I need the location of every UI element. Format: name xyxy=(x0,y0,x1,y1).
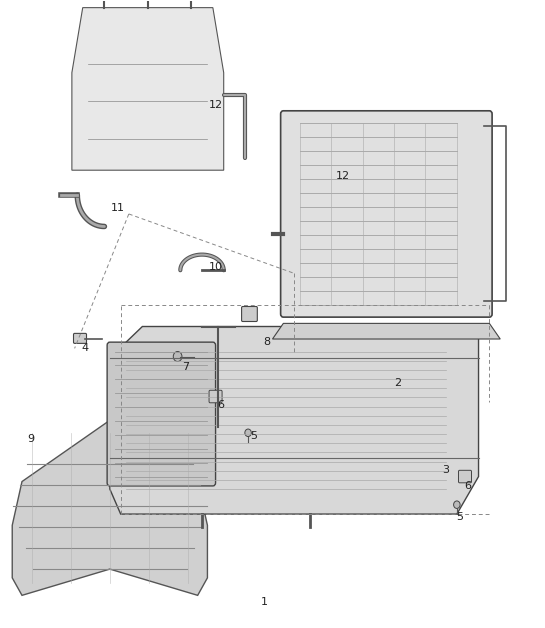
Text: 8: 8 xyxy=(264,337,271,347)
Text: 12: 12 xyxy=(336,171,350,181)
Polygon shape xyxy=(12,420,208,595)
Polygon shape xyxy=(72,8,223,170)
Text: 5: 5 xyxy=(250,431,257,441)
Text: 10: 10 xyxy=(209,262,222,272)
Text: 11: 11 xyxy=(111,203,125,213)
FancyBboxPatch shape xyxy=(458,470,471,483)
Text: 12: 12 xyxy=(209,100,222,109)
Polygon shape xyxy=(110,327,479,514)
Text: 6: 6 xyxy=(464,481,471,491)
Text: 6: 6 xyxy=(217,399,225,409)
Circle shape xyxy=(245,429,251,436)
Text: 4: 4 xyxy=(82,344,89,354)
Text: 1: 1 xyxy=(261,597,268,607)
FancyBboxPatch shape xyxy=(74,333,87,344)
FancyBboxPatch shape xyxy=(107,342,216,486)
Text: 9: 9 xyxy=(28,434,35,444)
Text: 2: 2 xyxy=(393,378,401,387)
Text: 3: 3 xyxy=(443,465,450,475)
FancyBboxPatch shape xyxy=(209,390,222,403)
FancyBboxPatch shape xyxy=(281,111,492,317)
Text: 5: 5 xyxy=(456,512,463,522)
Circle shape xyxy=(453,501,460,509)
Text: 7: 7 xyxy=(182,362,189,372)
Circle shape xyxy=(173,352,182,362)
Polygon shape xyxy=(272,323,500,339)
FancyBboxPatch shape xyxy=(241,306,257,322)
